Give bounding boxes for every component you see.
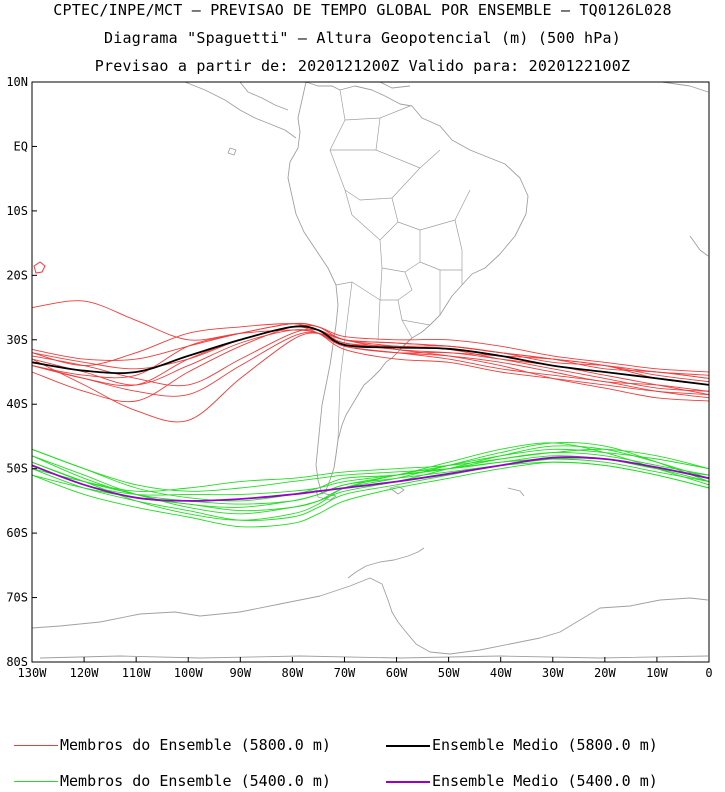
legend-swatch-green bbox=[14, 781, 58, 782]
contour-member-5400-line bbox=[31, 448, 710, 502]
contour-member-5400-line bbox=[31, 455, 710, 505]
coast-central-america bbox=[184, 81, 411, 139]
lat-tick-label: 40S bbox=[6, 397, 28, 411]
title-line-1: CPTEC/INPE/MCT — PREVISAO DE TEMPO GLOBA… bbox=[53, 1, 672, 19]
lat-tick-label: EQ bbox=[14, 139, 28, 153]
contour-member-5800-line bbox=[31, 322, 710, 373]
legend-label: Membros do Ensemble (5400.0 m) bbox=[60, 772, 331, 790]
ensemble-map: 130W 120W 110W 100W 90W 80W 70W 60W 50W 40W 30W 20W… bbox=[6, 75, 713, 680]
lon-tick-label: 120W bbox=[70, 666, 100, 680]
contour-member-5800-line bbox=[31, 328, 710, 387]
legend-label: Membros do Ensemble (5800.0 m) bbox=[60, 736, 331, 754]
island-falklands bbox=[389, 485, 405, 495]
legend-swatch-purple bbox=[386, 780, 430, 783]
lat-tick-label: 20S bbox=[6, 268, 28, 282]
lon-tick-label: 40W bbox=[490, 666, 512, 680]
lon-tick-label: 110W bbox=[122, 666, 152, 680]
contour-member-5800-line bbox=[31, 325, 710, 403]
lat-tick-label: 30S bbox=[6, 333, 28, 347]
map-frame bbox=[31, 81, 710, 663]
island-galapagos bbox=[227, 147, 237, 156]
lat-tick-label: 60S bbox=[6, 526, 28, 540]
lon-tick-label: 70W bbox=[334, 666, 356, 680]
legend-label: Ensemble Medio (5800.0 m) bbox=[432, 736, 658, 754]
legend-item-mean-5800: Ensemble Medio (5800.0 m) bbox=[386, 736, 658, 754]
lon-tick-label: 130W bbox=[18, 666, 48, 680]
coast-antarctic-peninsula bbox=[347, 547, 425, 579]
title-line-2: Diagrama "Spaguetti" — Altura Geopotenci… bbox=[104, 29, 621, 47]
lat-tick-label: 10N bbox=[6, 75, 28, 89]
coast-tierra-del-fuego bbox=[315, 489, 337, 501]
lat-tick-label: 50S bbox=[6, 462, 28, 476]
contour-member-5400-line bbox=[31, 457, 710, 521]
legend-item-members-5400: Membros do Ensemble (5400.0 m) bbox=[14, 772, 331, 790]
contour-member-5400-line bbox=[31, 458, 710, 496]
legend-label: Ensemble Medio (5400.0 m) bbox=[432, 772, 658, 790]
lon-tick-label: 90W bbox=[229, 666, 251, 680]
legend-item-mean-5400: Ensemble Medio (5400.0 m) bbox=[386, 772, 658, 790]
lon-tick-label: 50W bbox=[438, 666, 460, 680]
coast-south-america bbox=[287, 81, 529, 495]
latitude-axis: 10N EQ 10S 20S 30S 40S 50S 60S 70S 80S bbox=[6, 75, 37, 669]
coastlines-layer bbox=[31, 81, 709, 659]
contour-member-5800-line bbox=[31, 300, 710, 392]
lon-tick-label: 30W bbox=[542, 666, 564, 680]
island-hawaii-blob bbox=[33, 261, 46, 274]
lon-tick-label: 0 bbox=[705, 666, 712, 680]
island-south-georgia bbox=[507, 487, 525, 497]
longitude-axis: 130W 120W 110W 100W 90W 80W 70W 60W 50W 40W 30W 20W… bbox=[18, 657, 713, 680]
title-line-3: Previsao a partir de: 2020121200Z Valido… bbox=[94, 57, 631, 75]
borders-south-america bbox=[329, 89, 471, 469]
legend-swatch-red bbox=[14, 745, 58, 746]
coast-africa bbox=[661, 81, 709, 257]
lat-tick-label: 10S bbox=[6, 204, 28, 218]
lat-tick-label: 80S bbox=[6, 655, 28, 669]
lon-tick-label: 10W bbox=[646, 666, 668, 680]
contour-member-5800-line bbox=[31, 322, 710, 392]
contour-member-5800-line bbox=[31, 326, 710, 396]
coast-antarctica bbox=[31, 577, 709, 659]
legend-item-members-5800: Membros do Ensemble (5800.0 m) bbox=[14, 736, 331, 754]
contour-mean-5400-line bbox=[31, 456, 710, 502]
contours-layer bbox=[31, 300, 710, 528]
lon-tick-label: 60W bbox=[386, 666, 408, 680]
contour-member-5400-line bbox=[31, 448, 710, 492]
contour-member-5800-line bbox=[31, 324, 710, 379]
legend-swatch-black bbox=[386, 744, 430, 747]
lon-tick-label: 80W bbox=[282, 666, 304, 680]
contour-mean-5800-line bbox=[31, 325, 710, 386]
lat-tick-label: 70S bbox=[6, 591, 28, 605]
contour-member-5800-line bbox=[31, 323, 710, 386]
lon-tick-label: 20W bbox=[594, 666, 616, 680]
lon-tick-label: 100W bbox=[174, 666, 204, 680]
